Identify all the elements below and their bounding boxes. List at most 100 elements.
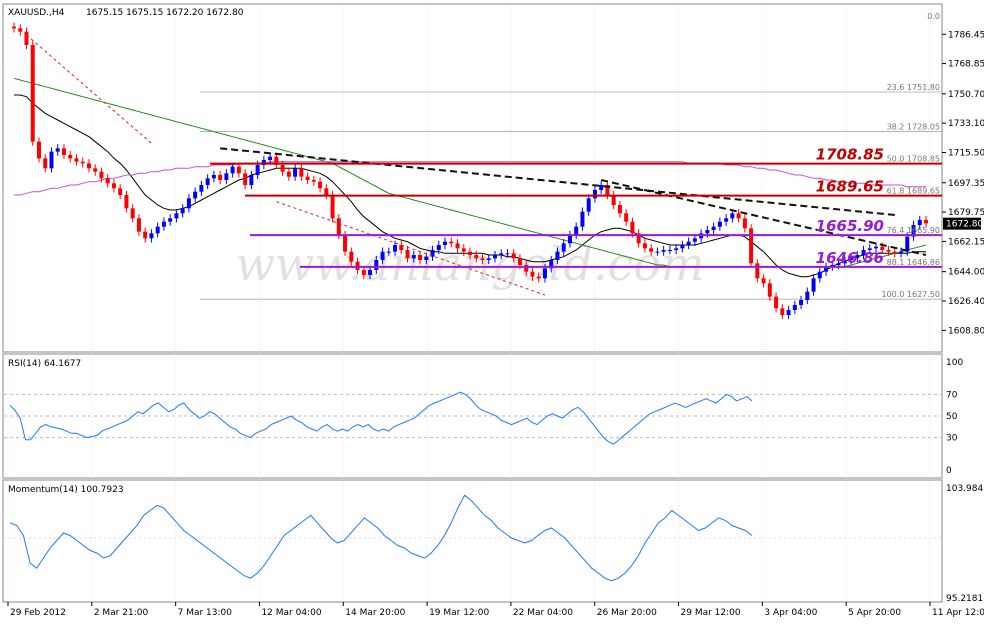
candle-body	[211, 175, 216, 179]
candle-body	[505, 253, 510, 255]
candle-body	[336, 218, 341, 235]
candle-body	[74, 158, 79, 162]
candle-body	[680, 245, 685, 249]
candle-body	[511, 253, 516, 259]
candle-body	[286, 171, 291, 177]
candle-body	[249, 175, 254, 185]
symbol-label: XAUUSD.,H4	[8, 8, 65, 18]
candle-body	[917, 220, 922, 225]
candle-body	[786, 310, 791, 315]
watermark-text: www.aniangold.com	[235, 237, 704, 291]
candle-body	[180, 208, 185, 214]
level-label: 1708.85	[816, 146, 884, 164]
candle-body	[343, 235, 348, 252]
x-tick-label: 5 Apr 20:00	[848, 608, 901, 618]
candle-body	[311, 180, 316, 182]
candle-body	[492, 255, 497, 259]
candle-body	[43, 158, 48, 169]
trendline-upper	[220, 147, 895, 216]
candle-body	[411, 255, 416, 259]
fib-label: 23.6 1751.80	[887, 83, 940, 92]
candle-body	[236, 166, 241, 174]
candle-body	[661, 250, 666, 252]
candle-body	[711, 226, 716, 230]
rsi-tick-label: 30	[946, 434, 958, 444]
candle-body	[792, 305, 797, 310]
candle-body	[574, 226, 579, 235]
candle-body	[361, 270, 366, 275]
x-tick-label: 3 Apr 04:00	[764, 608, 817, 618]
candle-body	[243, 173, 248, 185]
candle-body	[136, 218, 141, 232]
candle-body	[299, 168, 304, 177]
candle-body	[49, 151, 54, 169]
moving-average-line	[14, 161, 926, 196]
candle-body	[480, 258, 485, 260]
candle-body	[118, 188, 123, 195]
candle-body	[761, 278, 766, 284]
x-tick-label: 12 Mar 04:00	[261, 608, 321, 618]
candle-body	[80, 161, 85, 164]
candle-body	[911, 225, 916, 237]
trendline-lower	[600, 179, 927, 256]
candle-body	[767, 283, 772, 297]
x-tick-label: 2 Mar 21:00	[94, 608, 149, 618]
candle-body	[255, 165, 260, 175]
candle-body	[199, 185, 204, 192]
candle-body	[193, 191, 198, 199]
candle-body	[105, 178, 110, 184]
candle-body	[555, 251, 560, 260]
candle-body	[186, 198, 191, 209]
x-tick-label: 19 Mar 12:00	[429, 608, 489, 618]
candle-body	[649, 248, 654, 252]
candle-body	[611, 195, 616, 205]
candle-body	[755, 263, 760, 279]
candle-body	[12, 26, 16, 29]
candle-body	[899, 251, 904, 254]
candle-body	[174, 213, 179, 219]
x-tick-label: 29 Feb 2012	[10, 608, 66, 618]
candle-body	[624, 213, 629, 222]
candle-body	[567, 235, 572, 244]
y-tick-label: 1715.50	[948, 149, 984, 159]
corner-value: 0.0	[927, 12, 940, 21]
candle-body	[905, 236, 910, 252]
candle-body	[780, 308, 785, 315]
candle-body	[24, 31, 29, 45]
candle-body	[561, 243, 566, 252]
y-tick-label: 1626.40	[948, 297, 984, 307]
candle-body	[268, 156, 273, 160]
candle-body	[324, 188, 329, 195]
candle-body	[218, 175, 223, 180]
candle-body	[499, 253, 504, 255]
candle-body	[430, 250, 435, 257]
candle-body	[749, 228, 754, 264]
x-tick-label: 26 Mar 20:00	[597, 608, 657, 618]
rsi-line	[9, 391, 753, 445]
candle-body	[168, 218, 173, 222]
candle-body	[86, 163, 91, 169]
y-tick-label: 1662.15	[948, 237, 984, 247]
candle-body	[705, 230, 710, 234]
candle-body	[867, 248, 872, 250]
fib-label: 61.8 1689.65	[887, 187, 940, 196]
candle-body	[530, 271, 535, 277]
fib-label: 38.2 1728.05	[887, 123, 940, 132]
y-tick-label: 1768.85	[948, 60, 984, 70]
candle-body	[824, 266, 829, 272]
candle-body	[861, 250, 866, 255]
candle-body	[305, 176, 310, 180]
candle-body	[655, 251, 660, 253]
level-label: 1665.90	[816, 217, 884, 235]
candle-body	[742, 218, 747, 229]
candle-body	[774, 296, 779, 309]
candle-body	[686, 241, 691, 245]
fib-trend-line	[276, 201, 546, 296]
candle-body	[93, 168, 98, 172]
candle-body	[592, 190, 597, 199]
fib-label: 76.4 1665.90	[887, 226, 940, 235]
candle-body	[130, 208, 135, 219]
candle-body	[443, 241, 448, 245]
price-panel	[2, 3, 943, 353]
